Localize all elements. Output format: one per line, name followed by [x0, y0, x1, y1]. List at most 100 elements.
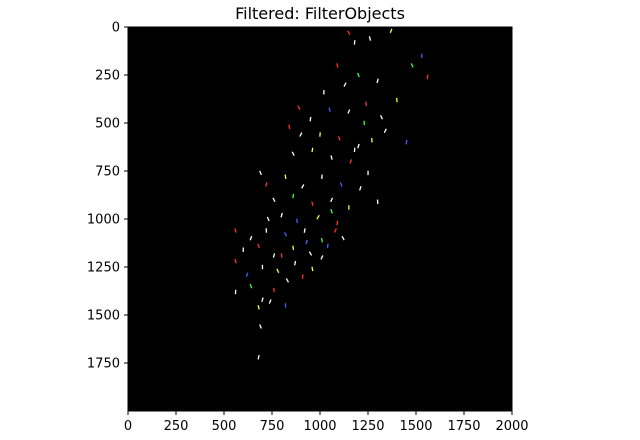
data-point [348, 205, 350, 210]
data-point [421, 53, 423, 59]
x-tick-label: 2000 [495, 419, 528, 434]
data-point [367, 170, 369, 176]
data-point [257, 354, 260, 360]
data-point [426, 74, 429, 80]
y-tick-label: 750 [95, 165, 120, 180]
x-tick-label: 1000 [303, 419, 336, 434]
data-point [319, 132, 321, 137]
data-point [261, 264, 264, 270]
data-point [316, 214, 320, 220]
data-point [268, 299, 272, 304]
data-point [333, 228, 337, 233]
data-point [337, 136, 341, 141]
data-point [293, 260, 297, 266]
data-point [259, 170, 262, 176]
y-tick-label: 1000 [87, 213, 120, 228]
data-point [343, 82, 347, 87]
data-point [326, 243, 329, 249]
data-point [265, 182, 268, 187]
data-point [353, 40, 356, 45]
data-point [249, 235, 253, 241]
data-point [234, 228, 237, 233]
data-point [280, 212, 283, 218]
data-point [311, 201, 314, 206]
y-tick-label: 500 [95, 117, 120, 132]
y-tick-label: 250 [95, 69, 120, 84]
data-point [336, 220, 339, 226]
axes-frame [127, 26, 513, 412]
data-point [379, 114, 383, 120]
data-point [249, 283, 253, 289]
data-point [371, 138, 373, 143]
data-point [357, 72, 360, 78]
data-point [285, 278, 290, 283]
data-point [347, 30, 351, 35]
data-point [365, 101, 368, 107]
data-point [280, 253, 283, 258]
y-tick-label: 1750 [87, 357, 120, 372]
x-axis: 0 250 500 750 1000 1250 1500 1750 2000 [124, 411, 529, 434]
y-tick-label: 1250 [87, 261, 120, 276]
data-point [330, 209, 333, 214]
data-point [328, 107, 331, 112]
data-point [389, 28, 393, 34]
data-point [266, 216, 270, 222]
data-point [359, 186, 362, 191]
data-point [291, 151, 295, 156]
x-tick-label: 1500 [399, 419, 432, 434]
data-point [353, 147, 356, 153]
x-tick-label: 0 [124, 419, 132, 434]
data-point [336, 63, 339, 68]
x-tick-label: 1250 [351, 419, 384, 434]
data-point [339, 182, 343, 187]
data-point [292, 245, 295, 251]
data-point [347, 109, 351, 114]
x-tick-label: 500 [212, 419, 237, 434]
data-point [245, 272, 249, 277]
data-point [321, 174, 323, 180]
data-point [308, 251, 313, 256]
x-tick-label: 1750 [447, 419, 480, 434]
y-tick-label: 0 [112, 21, 120, 36]
data-point [301, 274, 304, 279]
data-point [299, 132, 303, 137]
data-point [272, 197, 276, 203]
data-point [234, 258, 237, 264]
data-point [292, 193, 295, 199]
data-point [276, 268, 280, 274]
data-point [242, 247, 244, 252]
data-point [257, 243, 261, 249]
data-point [311, 147, 314, 153]
data-point [395, 97, 398, 103]
data-point [261, 297, 264, 302]
data-point [273, 287, 275, 293]
data-point [296, 218, 298, 224]
data-point [405, 139, 408, 145]
data-point [330, 155, 333, 160]
data-point [309, 116, 312, 122]
x-tick-label: 250 [164, 419, 189, 434]
data-point [284, 174, 287, 180]
data-point [410, 63, 414, 68]
data-point [376, 199, 379, 204]
data-point [257, 305, 260, 310]
y-tick-label: 1500 [87, 309, 120, 324]
plot-title: Filtered: FilterObjects [235, 4, 405, 23]
data-point [376, 78, 379, 84]
data-point [272, 253, 276, 258]
x-tick-label: 750 [260, 419, 285, 434]
data-point [265, 228, 268, 233]
data-point [283, 232, 288, 237]
plot-area[interactable] [128, 27, 512, 411]
y-axis: 0 250 500 750 1000 1250 1500 1750 [87, 21, 128, 372]
data-point [311, 266, 314, 272]
data-point [383, 128, 387, 133]
data-point [303, 228, 306, 233]
data-point [320, 237, 324, 243]
data-point [341, 235, 345, 241]
data-point [297, 105, 301, 110]
data-point [284, 303, 287, 308]
data-point [323, 90, 325, 95]
data-point [305, 239, 308, 245]
